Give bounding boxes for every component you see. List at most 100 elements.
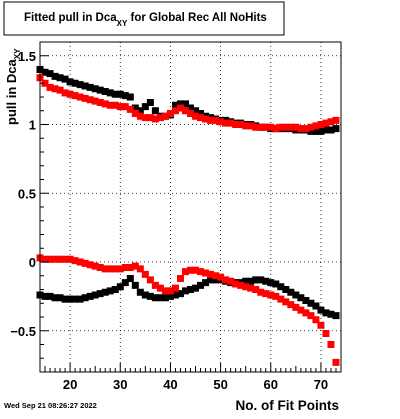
width-red-point — [46, 255, 54, 263]
mean-red-point — [297, 125, 305, 133]
width-black-point — [156, 294, 164, 302]
mean-red-point — [111, 101, 119, 109]
width-red-point — [187, 266, 194, 274]
mean-black-point — [106, 89, 114, 97]
x-tick-label: 40 — [163, 377, 177, 392]
mean-black-point — [327, 126, 335, 134]
mean-red-point — [106, 101, 114, 109]
y-axis-label-sub: XY — [13, 48, 22, 59]
width-black-point — [262, 277, 270, 285]
mean-black-point — [71, 79, 79, 87]
width-red-point — [282, 298, 290, 306]
mean-black-point — [307, 127, 315, 135]
width-red-point — [207, 270, 215, 278]
width-black-point — [76, 295, 84, 303]
width-red-point — [101, 265, 109, 273]
y-axis-label: pull in DcaXY — [4, 48, 22, 125]
width-black-point — [51, 294, 59, 302]
data-layer — [36, 66, 340, 366]
width-black-point — [131, 281, 139, 289]
mean-red-point — [161, 112, 169, 120]
width-red-point — [96, 264, 104, 271]
mean-red-point — [101, 100, 109, 108]
mean-black-point — [197, 110, 205, 117]
width-red-point — [222, 276, 230, 284]
mean-red-point — [322, 119, 330, 127]
width-red-point — [111, 265, 119, 273]
mean-red-point — [242, 122, 250, 130]
mean-red-point — [317, 121, 325, 128]
width-red-point — [332, 358, 340, 366]
width-black-point — [41, 292, 49, 300]
width-black-point — [247, 277, 255, 285]
y-tick-label: 1.5 — [18, 49, 36, 64]
width-black-point — [207, 276, 215, 284]
mean-red-point — [176, 104, 184, 112]
mean-red-point — [197, 114, 205, 122]
width-red-point — [292, 303, 300, 311]
width-black-point — [282, 286, 290, 293]
width-red-point — [252, 286, 260, 293]
width-red-point — [176, 275, 184, 282]
mean-red-point — [71, 92, 79, 100]
y-tick-label: 1 — [29, 118, 36, 133]
width-red-point — [71, 257, 79, 265]
width-red-point — [106, 265, 114, 273]
width-red-point — [317, 321, 325, 329]
width-black-point — [46, 292, 54, 300]
width-black-point — [71, 295, 79, 303]
width-black-point — [106, 287, 114, 295]
mean-black-point — [81, 82, 89, 90]
width-red-point — [202, 269, 210, 277]
mean-red-point — [232, 121, 240, 128]
y-tick-label: −0.5 — [10, 324, 36, 339]
width-red-point — [232, 280, 240, 288]
width-red-point — [307, 312, 315, 320]
width-red-point — [287, 301, 295, 309]
mean-black-point — [181, 100, 189, 108]
mean-black-point — [46, 70, 54, 78]
width-red-point — [217, 273, 225, 281]
width-black-point — [212, 276, 220, 284]
width-black-point — [116, 283, 124, 291]
width-black-point — [161, 294, 169, 302]
width-red-point — [141, 270, 149, 278]
width-black-point — [272, 280, 280, 288]
width-red-point — [312, 316, 320, 324]
width-red-point — [297, 306, 305, 314]
mean-red-point — [237, 121, 245, 128]
width-black-point — [277, 283, 285, 291]
width-black-point — [197, 281, 205, 289]
mean-red-point — [51, 85, 59, 93]
chart-title-main: Fitted pull in Dca — [24, 12, 117, 24]
width-black-point — [312, 302, 320, 310]
chart-title-rest: for Global Rec All NoHits — [127, 12, 267, 24]
width-red-point — [76, 258, 84, 266]
width-red-point — [212, 272, 220, 280]
mean-red-point — [121, 103, 129, 111]
width-black-point — [91, 291, 99, 299]
mean-red-point — [332, 116, 340, 124]
width-red-point — [126, 264, 134, 271]
mean-black-point — [171, 101, 179, 109]
width-black-point — [176, 290, 184, 298]
width-red-point — [242, 283, 250, 291]
mean-red-point — [166, 110, 174, 117]
width-black-point — [317, 306, 325, 314]
width-black-point — [302, 297, 310, 304]
width-black-point — [252, 276, 260, 284]
width-black-point — [327, 310, 335, 318]
mean-red-point — [96, 99, 104, 106]
width-red-point — [192, 266, 200, 274]
width-red-point — [131, 262, 139, 270]
mean-red-point — [202, 115, 210, 123]
mean-black-point — [76, 81, 84, 89]
mean-black-point — [317, 127, 325, 135]
width-black-point — [267, 279, 275, 287]
mean-red-point — [146, 114, 154, 122]
mean-red-point — [81, 94, 89, 102]
mean-red-point — [277, 123, 285, 131]
mean-black-point — [56, 74, 64, 82]
mean-red-point — [307, 123, 315, 131]
mean-black-point — [116, 90, 124, 98]
